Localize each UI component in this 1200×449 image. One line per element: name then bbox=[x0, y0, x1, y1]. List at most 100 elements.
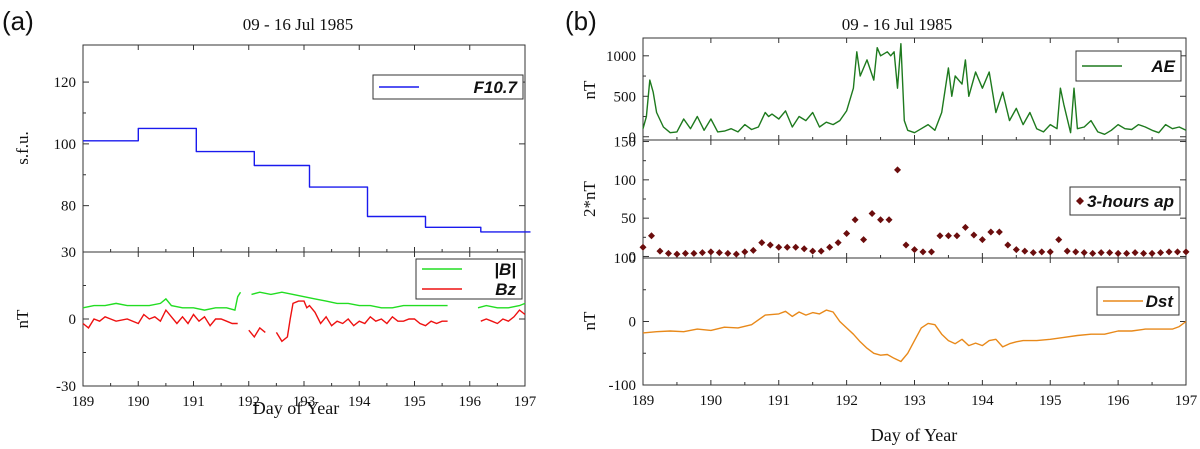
ap-point bbox=[758, 239, 766, 247]
ap-point bbox=[690, 249, 698, 257]
panel-a-x-axis-title: Day of Year bbox=[253, 398, 339, 418]
ap-point bbox=[783, 243, 791, 251]
imf-legend-label: Bz bbox=[495, 280, 516, 299]
x-tick-label: 191 bbox=[182, 394, 205, 410]
ap-point bbox=[698, 249, 706, 257]
f107-y-tick-label: 120 bbox=[54, 75, 77, 91]
ap-point bbox=[1038, 248, 1046, 256]
ap-y-tick-label: 0 bbox=[629, 249, 637, 265]
ap-point bbox=[961, 223, 969, 231]
ap-legend: 3-hours ap bbox=[1069, 186, 1181, 216]
dst-y-tick-label: 0 bbox=[629, 315, 637, 331]
ap-y-tick-label: 150 bbox=[614, 135, 637, 151]
imf-y-tick-label: -30 bbox=[56, 379, 76, 395]
ap-point bbox=[656, 247, 664, 255]
ae-legend-label: AE bbox=[1150, 57, 1175, 76]
dst-plot-frame bbox=[642, 257, 1187, 386]
x-tick-label: 190 bbox=[700, 393, 723, 409]
ap-point bbox=[647, 232, 655, 240]
x-tick-label: 196 bbox=[1107, 393, 1130, 409]
ap-point bbox=[894, 166, 902, 174]
f107-legend: F10.7 bbox=[372, 74, 524, 100]
panel-b-x-axis-title: Day of Year bbox=[871, 425, 957, 445]
ap-point bbox=[843, 229, 851, 237]
ap-legend-marker bbox=[1076, 197, 1084, 205]
ap-point bbox=[724, 249, 732, 257]
imf-y-tick-label: 30 bbox=[61, 245, 76, 261]
panel-a-title: 09 - 16 Jul 1985 bbox=[243, 15, 354, 34]
dst-y-tick-label: -100 bbox=[609, 378, 637, 394]
imf-series-line bbox=[251, 291, 448, 309]
ap-point bbox=[664, 249, 672, 257]
ap-point bbox=[1021, 247, 1029, 255]
ap-point bbox=[936, 232, 944, 240]
ap-point bbox=[826, 243, 834, 251]
ap-point bbox=[944, 232, 952, 240]
x-tick-label: 194 bbox=[348, 394, 371, 410]
x-tick-label: 193 bbox=[293, 394, 316, 410]
ap-point bbox=[919, 248, 927, 256]
f107-y-tick-label: 80 bbox=[61, 199, 76, 215]
imf-series-line bbox=[477, 302, 526, 309]
ap-y-tick-label: 50 bbox=[621, 211, 636, 227]
ae-legend: AE bbox=[1075, 50, 1182, 82]
ap-point bbox=[851, 216, 859, 224]
ap-point bbox=[1140, 249, 1148, 257]
ap-point bbox=[1046, 248, 1054, 256]
ap-point bbox=[715, 249, 723, 257]
imf-y-tick-label: 0 bbox=[69, 312, 77, 328]
imf-subplot: -30 0 30 nT |B|Bz bbox=[13, 245, 526, 395]
x-tick-label: 197 bbox=[514, 394, 537, 410]
ae-series-line bbox=[642, 43, 1187, 135]
ap-point bbox=[1080, 249, 1088, 257]
x-tick-label: 197 bbox=[1175, 393, 1198, 409]
ap-point bbox=[1131, 249, 1139, 257]
panel-b-title: 09 - 16 Jul 1985 bbox=[842, 15, 953, 34]
f107-y-axis-title: s.f.u. bbox=[13, 131, 32, 165]
panel-b-label: (b) bbox=[565, 6, 597, 36]
ap-point bbox=[995, 228, 1003, 236]
dst-legend-label: Dst bbox=[1146, 292, 1175, 311]
f107-subplot: 80 100 120 s.f.u. F10.7 bbox=[13, 44, 531, 253]
panel-a-label: (a) bbox=[2, 6, 34, 36]
ap-point bbox=[775, 243, 783, 251]
ap-point bbox=[741, 248, 749, 256]
ap-point bbox=[1055, 236, 1063, 244]
dst-legend: Dst bbox=[1096, 286, 1180, 316]
ap-point bbox=[885, 216, 893, 224]
ap-point bbox=[732, 250, 740, 258]
ap-point bbox=[673, 250, 681, 258]
ap-point bbox=[860, 236, 868, 244]
ap-point bbox=[817, 247, 825, 255]
ap-point bbox=[766, 241, 774, 249]
ae-y-tick-label: 500 bbox=[614, 89, 637, 105]
ap-point bbox=[953, 232, 961, 240]
ap-legend-label: 3-hours ap bbox=[1087, 192, 1174, 211]
ap-point bbox=[1072, 248, 1080, 256]
ap-point bbox=[1148, 249, 1156, 257]
ap-point bbox=[1004, 241, 1012, 249]
ap-point bbox=[1097, 249, 1105, 257]
ap-point bbox=[927, 248, 935, 256]
ap-point bbox=[1106, 249, 1114, 257]
ap-point bbox=[1182, 248, 1190, 256]
f107-legend-label: F10.7 bbox=[474, 78, 519, 97]
ap-point bbox=[970, 231, 978, 239]
ap-point bbox=[1174, 248, 1182, 256]
imf-legend-label: |B| bbox=[494, 260, 516, 279]
imf-series-line bbox=[275, 300, 448, 343]
ae-y-tick-label: 1000 bbox=[606, 49, 636, 65]
x-tick-label: 195 bbox=[1039, 393, 1062, 409]
x-tick-label: 189 bbox=[72, 394, 95, 410]
ap-point bbox=[1089, 249, 1097, 257]
imf-series-line bbox=[248, 326, 266, 339]
ap-point bbox=[681, 249, 689, 257]
panel-a-x-tick-labels: 189 190 191 192 193 194 195 196 197 bbox=[72, 394, 537, 410]
ap-point bbox=[1157, 249, 1165, 257]
ap-point bbox=[911, 246, 918, 254]
ap-point bbox=[868, 210, 876, 218]
f107-y-tick-label: 100 bbox=[54, 137, 77, 153]
ae-y-tick-label: 0 bbox=[629, 130, 637, 146]
imf-series-line bbox=[82, 291, 242, 311]
